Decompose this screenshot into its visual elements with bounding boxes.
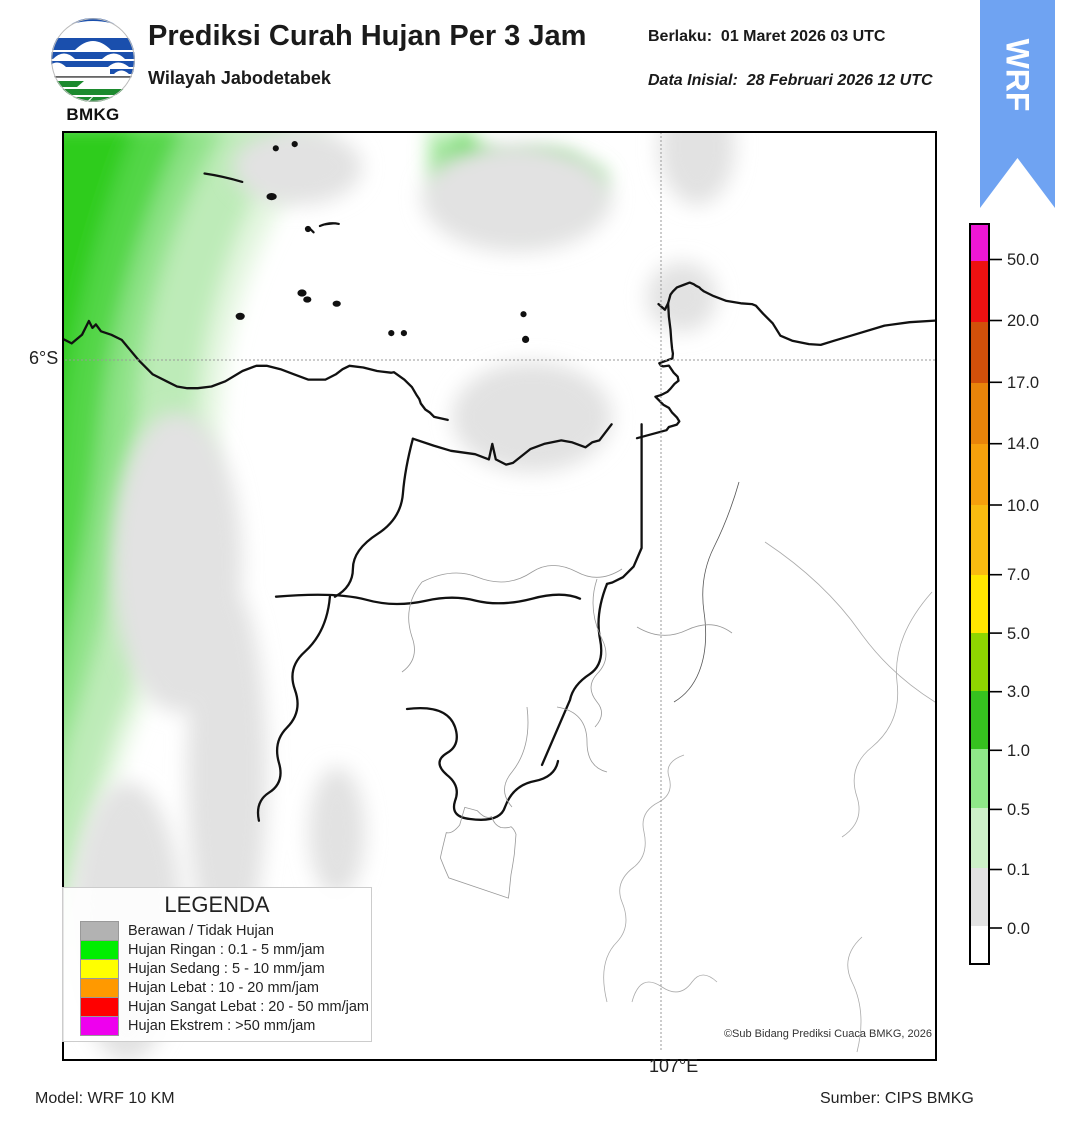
svg-text:0.0: 0.0: [1007, 920, 1030, 938]
svg-text:17.0: 17.0: [1007, 374, 1039, 392]
svg-text:10.0: 10.0: [1007, 497, 1039, 515]
svg-text:0.1: 0.1: [1007, 861, 1030, 879]
svg-text:WRF: WRF: [1000, 39, 1036, 112]
svg-text:7.0: 7.0: [1007, 566, 1030, 584]
svg-text:1.0: 1.0: [1007, 742, 1030, 760]
svg-text:©Sub Bidang Prediksi Cuaca BMK: ©Sub Bidang Prediksi Cuaca BMKG, 2026: [724, 1028, 932, 1040]
svg-text:5.0: 5.0: [1007, 625, 1030, 643]
svg-text:3.0: 3.0: [1007, 683, 1030, 701]
svg-text:50.0: 50.0: [1007, 251, 1039, 269]
svg-text:14.0: 14.0: [1007, 435, 1039, 453]
svg-text:20.0: 20.0: [1007, 312, 1039, 330]
svg-text:0.5: 0.5: [1007, 801, 1030, 819]
